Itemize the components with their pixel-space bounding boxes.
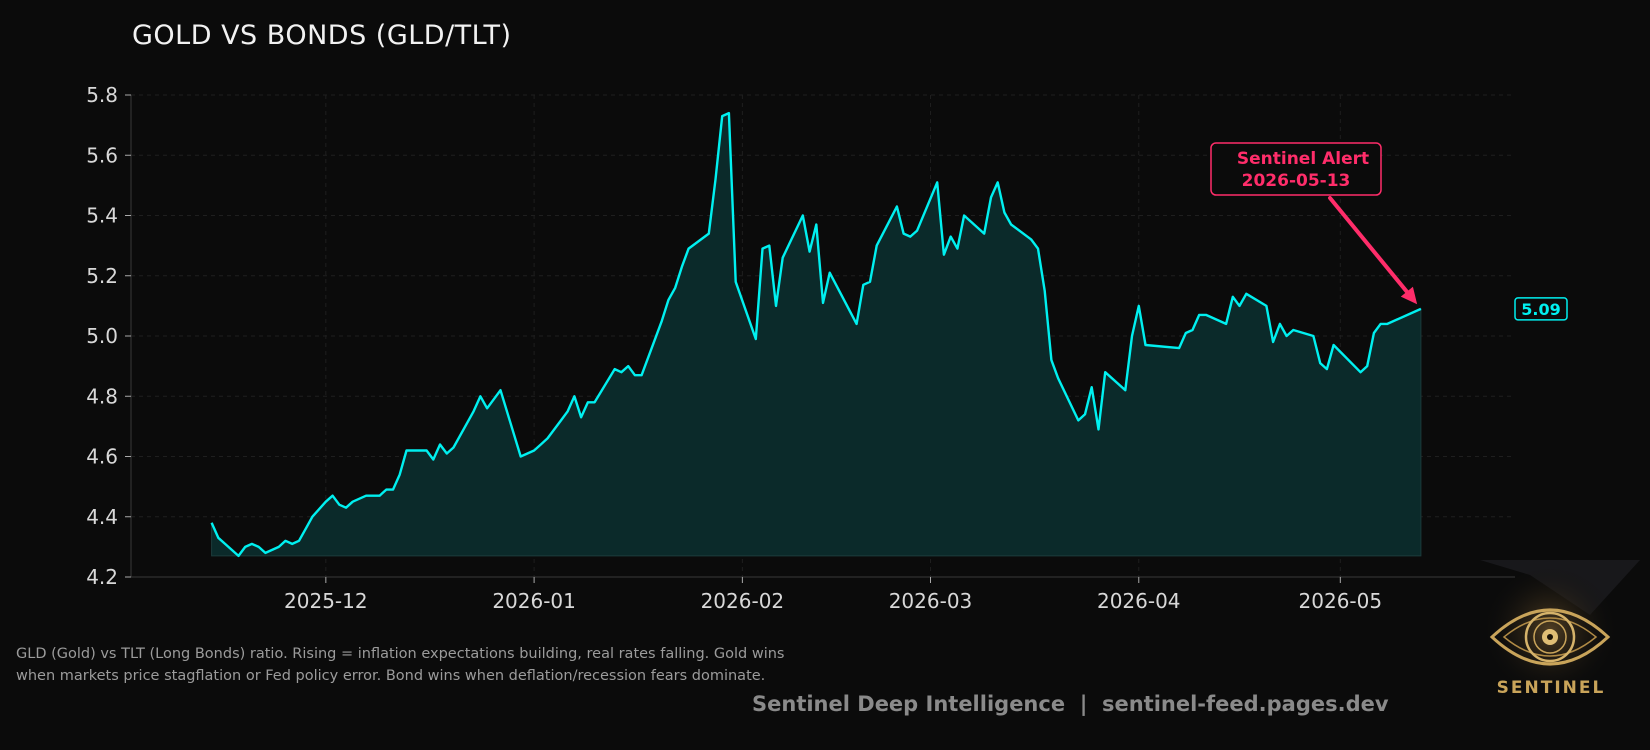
y-tick-label: 5.2 (86, 264, 118, 288)
alert-arrow-line (1328, 196, 1415, 301)
x-tick-label: 2026-02 (701, 589, 785, 613)
footer-credit: Sentinel Deep Intelligence | sentinel-fe… (752, 692, 1389, 716)
chart-caption: GLD (Gold) vs TLT (Long Bonds) ratio. Ri… (16, 646, 785, 684)
y-tick-label: 4.8 (86, 384, 118, 408)
y-tick-label: 4.6 (86, 445, 118, 469)
eye-icon (1480, 560, 1640, 705)
y-tick-label: 5.8 (86, 83, 118, 107)
logo-wordmark: SENTINEL (1496, 678, 1606, 698)
series-line (210, 111, 1422, 558)
x-tick-label: 2026-04 (1097, 589, 1181, 613)
series (210, 111, 1422, 558)
y-tick-label: 5.4 (86, 204, 118, 228)
last-value-label: 5.09 (1521, 300, 1560, 319)
alert-arrow-head (1400, 286, 1418, 305)
x-tick-label: 2026-05 (1299, 589, 1383, 613)
alert-title: Sentinel Alert (1237, 149, 1369, 169)
x-tick-label: 2026-03 (889, 589, 973, 613)
y-tick-label: 5.6 (86, 143, 118, 167)
alert-date: 2026-05-13 (1242, 171, 1351, 191)
alert-box (1210, 142, 1382, 196)
axes: 4.2 4.4 4.6 4.8 5.0 5.2 5.4 5.6 5.8 2025-12 2026-0… (86, 83, 1515, 613)
x-tick-label: 2025-12 (284, 589, 368, 613)
y-tick-label: 5.0 (86, 324, 118, 348)
y-tick-label: 4.2 (86, 565, 118, 589)
chart-title: GOLD VS BONDS (GLD/TLT) (132, 20, 512, 51)
last-value-badge (1514, 297, 1568, 321)
x-tick-label: 2026-01 (492, 589, 576, 613)
y-tick-label: 4.4 (86, 505, 118, 529)
